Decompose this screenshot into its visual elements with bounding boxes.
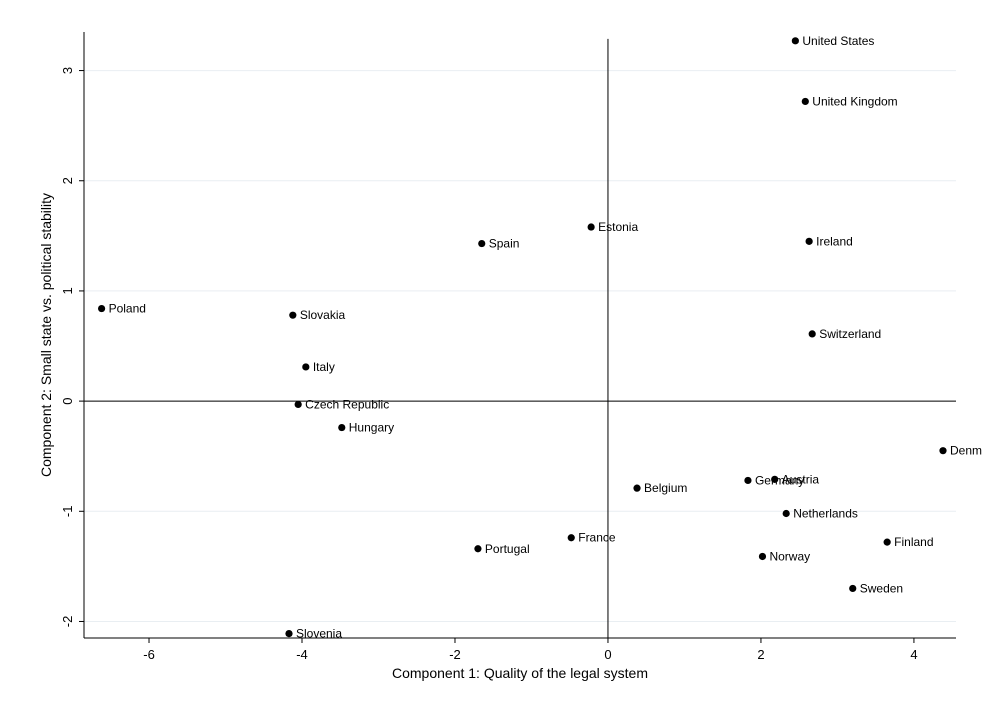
x-tick-label: -2 [449, 647, 461, 662]
data-point-label: Switzerland [819, 327, 881, 341]
y-tick-label: -2 [60, 616, 75, 628]
data-point [939, 447, 947, 455]
data-point [791, 37, 799, 45]
data-point [805, 237, 813, 245]
x-tick-label: -6 [143, 647, 155, 662]
y-axis-title: Component 2: Small state vs. political s… [38, 193, 54, 477]
x-axis-title: Component 1: Quality of the legal system [392, 665, 648, 681]
data-point [883, 538, 891, 546]
y-tick-label: -1 [60, 506, 75, 518]
x-tick-label: -4 [296, 647, 308, 662]
data-point [338, 423, 346, 432]
data-point [474, 545, 482, 553]
data-point [744, 476, 752, 485]
data-point-label: Netherlands [793, 506, 858, 520]
data-point-label: Hungary [349, 421, 394, 435]
data-point-label: France [578, 531, 616, 545]
data-point [771, 475, 779, 483]
data-point-label: Portugal [485, 542, 530, 556]
data-point-label: Slovakia [300, 308, 346, 322]
data-point [782, 509, 790, 518]
data-point [633, 484, 641, 492]
data-point [289, 311, 297, 319]
data-point-label: Poland [109, 302, 146, 316]
y-tick-label: 0 [60, 397, 75, 404]
x-tick-label: 0 [604, 647, 611, 662]
data-point-label: Slovenia [296, 627, 342, 641]
data-point-label: Spain [489, 237, 520, 251]
data-point-label: Sweden [860, 581, 903, 595]
data-point-label: United States [802, 34, 874, 48]
data-point [285, 629, 293, 638]
data-point [758, 552, 767, 561]
data-point-label: Germany [755, 473, 804, 487]
data-point-label: Estonia [598, 220, 638, 234]
data-point [849, 584, 857, 593]
data-point [97, 304, 106, 313]
x-tick-label: 2 [757, 647, 764, 662]
data-point [587, 223, 595, 231]
data-point-label: Austria [782, 472, 820, 486]
data-point [302, 363, 310, 371]
y-tick-label: 2 [60, 177, 75, 184]
data-point [478, 239, 486, 248]
gridlines [84, 70, 956, 622]
data-point-label: Belgium [644, 481, 687, 495]
axes: -2 -1 0 1 2 3 -6 -4 -2 0 2 4 [60, 32, 956, 662]
y-tick-label: 3 [60, 67, 75, 74]
data-point-label: United Kingdom [812, 94, 897, 108]
data-point-label: Czech Republic [305, 397, 389, 411]
data-point-label: Ireland [816, 234, 853, 248]
data-point-label: Finland [894, 535, 933, 549]
y-tick-label: 1 [60, 287, 75, 294]
data-point [808, 330, 816, 338]
x-tick-label: 4 [910, 647, 917, 662]
data-point-label: Norway [769, 549, 810, 563]
data-point [567, 534, 575, 542]
data-point-label: Denm [950, 444, 982, 458]
data-point-label: Italy [313, 360, 335, 374]
data-point [294, 400, 302, 409]
data-point [801, 97, 809, 106]
reference-lines [84, 38, 956, 638]
data-points: United States United Kingdom Estonia Spain I… [97, 34, 982, 641]
